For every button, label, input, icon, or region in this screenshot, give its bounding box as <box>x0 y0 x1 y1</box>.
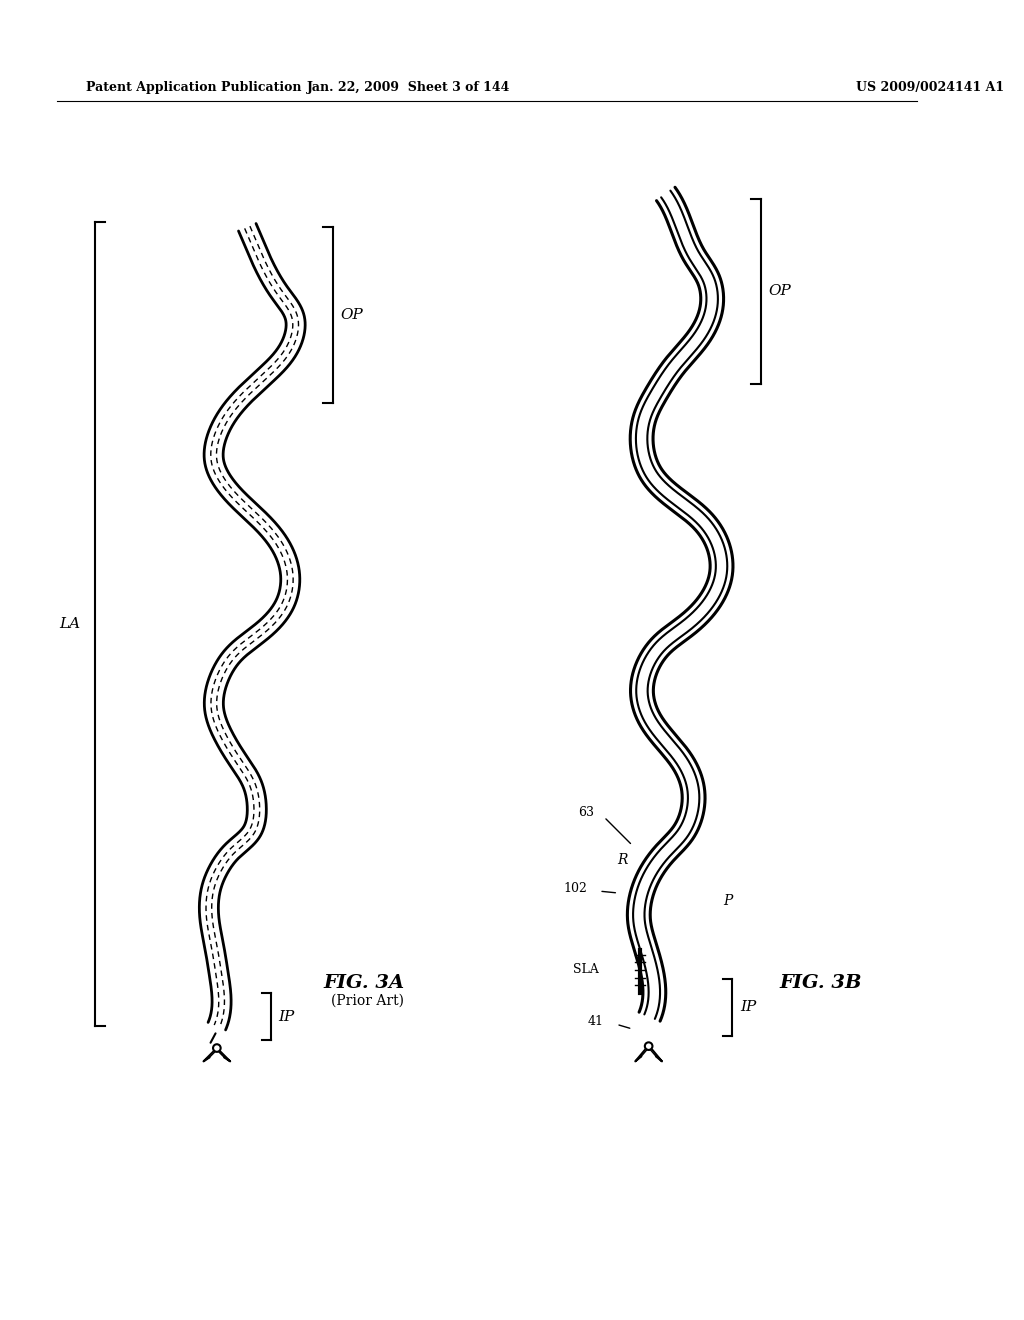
Text: Jan. 22, 2009  Sheet 3 of 144: Jan. 22, 2009 Sheet 3 of 144 <box>307 81 511 94</box>
Text: (Prior Art): (Prior Art) <box>331 994 404 1007</box>
Text: Patent Application Publication: Patent Application Publication <box>86 81 301 94</box>
Text: P: P <box>723 894 732 908</box>
Text: 41: 41 <box>588 1015 604 1028</box>
Text: 63: 63 <box>579 805 594 818</box>
Text: R: R <box>617 853 628 867</box>
Text: US 2009/0024141 A1: US 2009/0024141 A1 <box>856 81 1005 94</box>
Text: IP: IP <box>740 1001 756 1014</box>
Text: OP: OP <box>341 309 364 322</box>
Text: 102: 102 <box>564 882 588 895</box>
Text: FIG. 3A: FIG. 3A <box>324 974 404 993</box>
Text: FIG. 3B: FIG. 3B <box>780 974 862 993</box>
Text: SLA: SLA <box>573 962 599 975</box>
Text: OP: OP <box>768 284 792 298</box>
Text: IP: IP <box>279 1010 295 1023</box>
Text: LA: LA <box>59 618 81 631</box>
